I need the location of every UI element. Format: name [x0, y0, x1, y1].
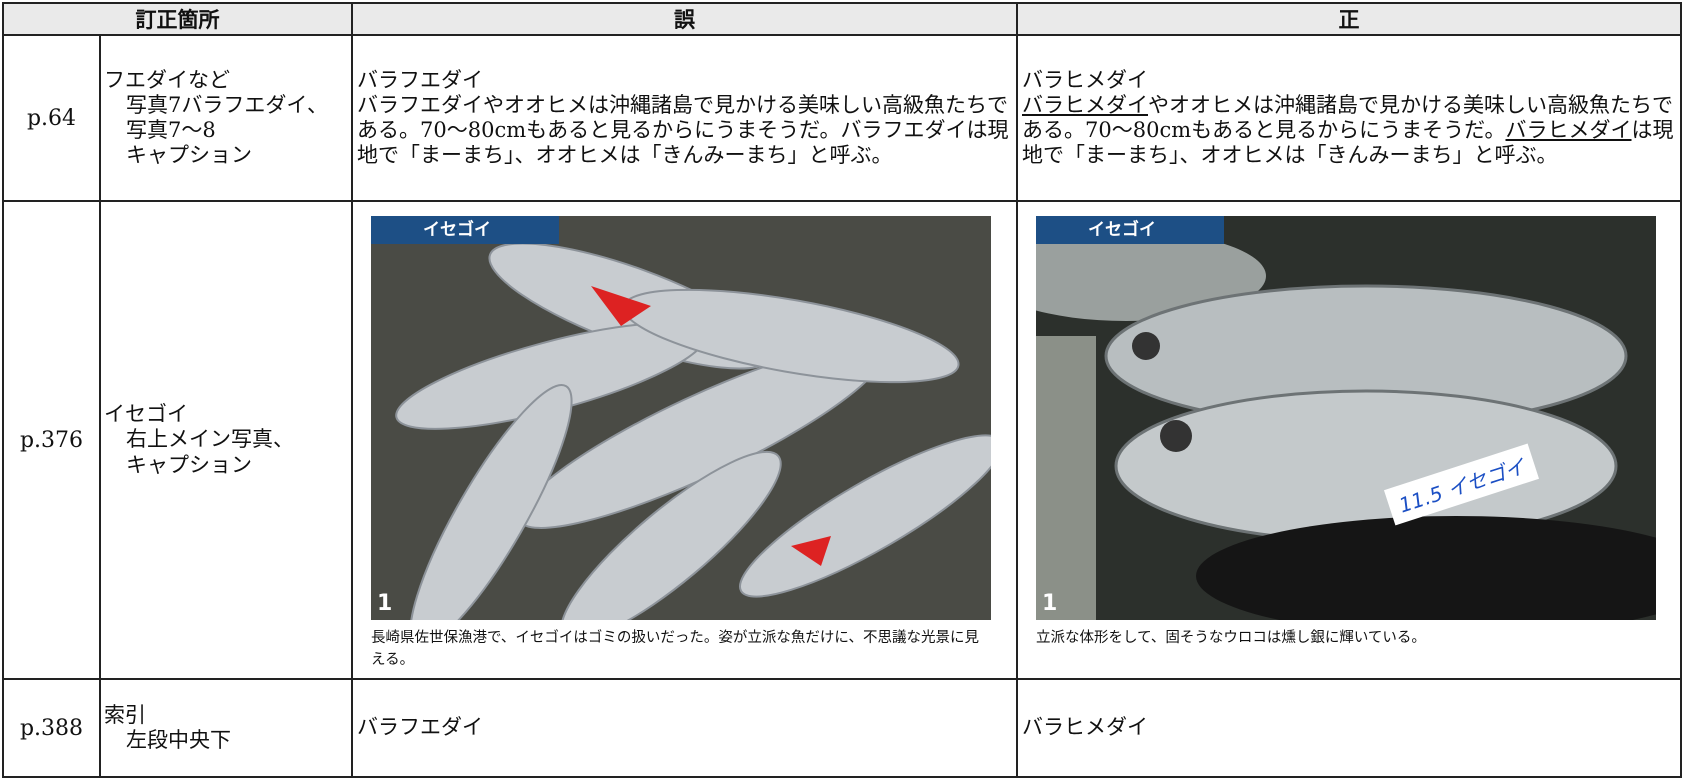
page-number: p.388: [2, 678, 101, 778]
text-segment: やオオヒメは沖縄諸島で見かける美味しい高級魚たちである。70～80cmもあると見…: [1022, 92, 1673, 142]
wrong-text: バラフエダイ: [351, 678, 1018, 778]
location-line: 索引: [104, 702, 146, 727]
photo: イセゴイ 1: [371, 216, 991, 620]
header-wrong: 誤: [351, 2, 1018, 36]
photo-number: 1: [1042, 591, 1058, 616]
location: イセゴイ 右上メイン写真、 キャプション: [99, 200, 353, 680]
right-photo-cell: イセゴイ 11.5 イセゴイ 1 立派な体形をして、固そうなウロコは燻し銀に輝い…: [1016, 200, 1682, 680]
page-number: p.64: [2, 34, 101, 202]
location: フエダイなど 写真7バラフエダイ、 写真7～8 キャプション: [99, 34, 353, 202]
text-segment: バラフエダイやオオヒメは沖縄諸島で見かける美味しい高級魚たちである。70～80c…: [357, 92, 1009, 168]
wrong-text: バラフエダイ バラフエダイやオオヒメは沖縄諸島で見かける美味しい高級魚たちである…: [351, 34, 1018, 202]
right-text: バラヒメダイ バラヒメダイやオオヒメは沖縄諸島で見かける美味しい高級魚たちである…: [1016, 34, 1682, 202]
row: p.388 索引 左段中央下 バラフエダイ バラヒメダイ: [2, 678, 1682, 778]
row: p.376 イセゴイ 右上メイン写真、 キャプション イセゴイ 1 長崎県佐世保漁港…: [2, 200, 1682, 680]
header-row: 訂正箇所 誤 正: [2, 2, 1682, 36]
location-line: キャプション: [126, 143, 252, 168]
location-line: 右上メイン写真、: [126, 427, 294, 452]
photo: イセゴイ 11.5 イセゴイ 1: [1036, 216, 1656, 620]
right-title: バラヒメダイ: [1022, 67, 1148, 92]
photo-image: [371, 216, 991, 620]
caption: 立派な体形をして、固そうなウロコは燻し銀に輝いている。: [1036, 630, 1426, 646]
location-line: フエダイなど: [104, 67, 230, 92]
wrong-photo-cell: イセゴイ 1 長崎県佐世保漁港で、イセゴイはゴミの扱いだった。姿が立派な魚だけに…: [351, 200, 1018, 680]
right-body: バラヒメダイやオオヒメは沖縄諸島で見かける美味しい高級魚たちである。70～80c…: [1022, 93, 1676, 169]
page-number: p.376: [2, 200, 101, 680]
right-text: バラヒメダイ: [1016, 678, 1682, 778]
location-line: 写真7～8: [126, 118, 216, 142]
wrong-body: バラフエダイやオオヒメは沖縄諸島で見かける美味しい高級魚たちである。70～80c…: [357, 93, 1012, 169]
wrong-title: バラフエダイ: [357, 67, 483, 92]
location-line: キャプション: [126, 452, 252, 477]
photo-image: [1036, 216, 1656, 620]
text-segment: は現地で「まーまち」、オオヒメは「きんみーまち」と呼ぶ。: [1022, 118, 1674, 168]
photo-label: イセゴイ: [371, 216, 559, 244]
header-location: 訂正箇所: [2, 2, 353, 36]
header-right: 正: [1016, 2, 1682, 36]
location-line: 写真7バラフエダイ、: [126, 92, 328, 117]
row: p.64 フエダイなど 写真7バラフエダイ、 写真7～8 キャプション バラフエダイ …: [2, 34, 1682, 202]
location: 索引 左段中央下: [99, 678, 353, 778]
photo-number: 1: [377, 591, 393, 616]
corrected-text: バラヒメダイ: [1022, 92, 1148, 117]
photo-label: イセゴイ: [1036, 216, 1224, 244]
corrected-text: バラヒメダイ: [1505, 118, 1632, 142]
caption: 長崎県佐世保漁港で、イセゴイはゴミの扱いだった。姿が立派な魚だけに、不思議な光景…: [371, 630, 979, 668]
location-line: イセゴイ: [104, 402, 188, 427]
location-line: 左段中央下: [126, 728, 231, 752]
